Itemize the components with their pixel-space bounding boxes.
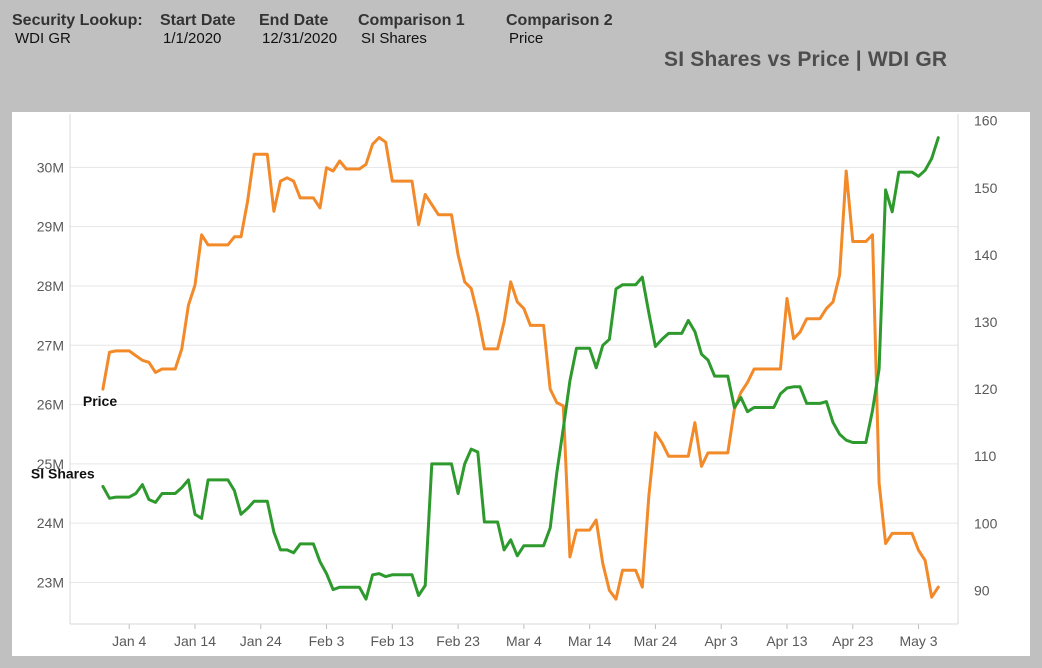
comparison-2-value[interactable]: Price <box>509 30 544 47</box>
x-tick-label: Jan 14 <box>174 633 216 649</box>
end-date-label: End Date <box>259 12 329 29</box>
y-left-tick-label: 29M <box>37 219 64 235</box>
comparison-1-value[interactable]: SI Shares <box>361 30 427 47</box>
x-tick-label: May 3 <box>899 633 937 649</box>
si-shares-series-label: SI Shares <box>31 465 95 481</box>
x-tick-label: Jan 4 <box>112 633 146 649</box>
comparison-2-label: Comparison 2 <box>506 12 613 29</box>
end-date-value[interactable]: 12/31/2020 <box>262 30 338 47</box>
start-date-value[interactable]: 1/1/2020 <box>163 30 222 47</box>
y-right-tick-label: 160 <box>974 113 998 129</box>
x-tick-label: Mar 4 <box>506 633 542 649</box>
y-left-tick-label: 24M <box>37 515 64 531</box>
y-left-tick-label: 23M <box>37 574 64 590</box>
y-left-tick-label: 30M <box>37 159 64 175</box>
price-series-label: Price <box>83 393 117 409</box>
chart-title: SI Shares vs Price | WDI GR <box>664 48 948 71</box>
y-left-tick-label: 25M <box>37 456 64 472</box>
x-tick-label: Jan 24 <box>240 633 282 649</box>
series-labels: Price SI Shares <box>31 393 117 481</box>
y-left-tick-label: 28M <box>37 278 64 294</box>
y-left-tick-label: 27M <box>37 337 64 353</box>
x-tick-label: Apr 13 <box>766 633 807 649</box>
comparison-1-label: Comparison 1 <box>358 12 465 29</box>
start-date-label: Start Date <box>160 12 236 29</box>
x-tick-label: Feb 13 <box>371 633 415 649</box>
x-tick-label: Apr 3 <box>704 633 738 649</box>
x-tick-label: Apr 23 <box>832 633 873 649</box>
comparison-1-filter[interactable]: Comparison 1 SI Shares <box>358 12 465 48</box>
y-right-tick-label: 110 <box>974 448 997 464</box>
x-tick-label: Mar 14 <box>568 633 612 649</box>
security-lookup-label: Security Lookup: <box>12 12 143 29</box>
series-lines <box>101 136 940 601</box>
security-lookup-filter[interactable]: Security Lookup: WDI GR <box>12 12 143 48</box>
price-line[interactable] <box>101 136 940 601</box>
axes: 23M 24M 25M 26M 27M 28M 29M 30M 90 100 110 120 130 14… <box>37 113 998 649</box>
gridlines <box>70 166 958 583</box>
dual-axis-line-chart[interactable]: 23M 24M 25M 26M 27M 28M 29M 30M 90 100 110 120 130 14… <box>12 112 1030 656</box>
chart-panel: 23M 24M 25M 26M 27M 28M 29M 30M 90 100 110 120 130 14… <box>12 112 1030 656</box>
y-right-tick-label: 150 <box>974 180 998 196</box>
y-right-tick-label: 90 <box>974 582 990 598</box>
end-date-filter[interactable]: End Date 12/31/2020 <box>259 12 337 48</box>
y-right-tick-label: 120 <box>974 381 998 397</box>
x-tick-label: Feb 23 <box>436 633 480 649</box>
comparison-2-filter[interactable]: Comparison 2 Price <box>506 12 613 48</box>
y-right-tick-label: 140 <box>974 247 998 263</box>
x-tick-label: Mar 24 <box>634 633 678 649</box>
si-shares-line[interactable] <box>101 136 940 601</box>
y-left-tick-label: 26M <box>37 397 64 413</box>
y-right-tick-label: 100 <box>974 515 998 531</box>
security-lookup-value[interactable]: WDI GR <box>15 30 71 47</box>
y-right-tick-label: 130 <box>974 314 998 330</box>
start-date-filter[interactable]: Start Date 1/1/2020 <box>160 12 236 48</box>
x-tick-label: Feb 3 <box>309 633 345 649</box>
